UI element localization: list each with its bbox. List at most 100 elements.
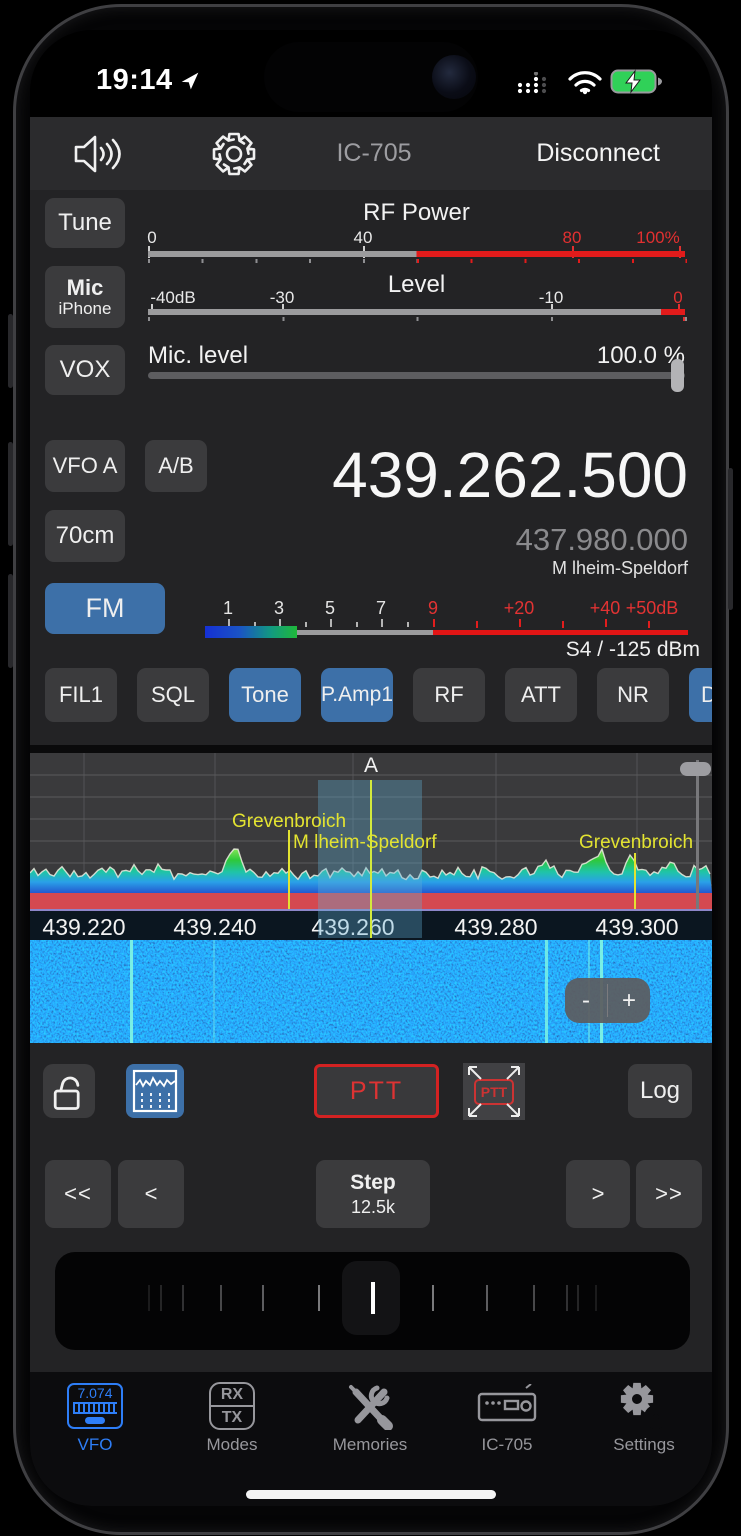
disconnect-button[interactable]: Disconnect (536, 139, 660, 167)
step-label: Step (350, 1170, 396, 1194)
station-label: Grevenbroich (578, 832, 694, 853)
unlock-icon (53, 1076, 80, 1110)
status-time: 19:14 (96, 64, 200, 97)
ptt-mini-label: PTT (473, 1078, 515, 1105)
toggle-sql[interactable]: SQL (137, 668, 209, 722)
modes-tab-icon: RX TX (209, 1382, 255, 1430)
dial-tick (486, 1285, 488, 1311)
dial-tick (318, 1285, 320, 1311)
tab-memories[interactable]: Memories (310, 1380, 430, 1455)
mic-source-sublabel: iPhone (58, 298, 112, 318)
vfo-a-marker: A (363, 754, 378, 777)
dial-tick (148, 1285, 150, 1311)
volume-down-button (8, 574, 13, 668)
dial-center-tick (371, 1282, 375, 1314)
station-label: M lheim-Speldorf (293, 832, 437, 853)
toggle-tone[interactable]: Tone (229, 668, 301, 722)
settings-gear-icon[interactable] (208, 128, 260, 180)
band-button[interactable]: 70cm (45, 510, 125, 562)
tools-icon (349, 1385, 393, 1430)
ptt-popout-button[interactable]: PTT (463, 1063, 525, 1120)
s-meter-reading: S4 / -125 dBm (565, 638, 700, 661)
mic-source-label: Mic (66, 274, 104, 300)
station-name: M lheim-Speldorf (551, 558, 688, 578)
dial-tick (160, 1285, 162, 1311)
spectrum-waterfall-icon (132, 1069, 178, 1113)
mic-source-button[interactable]: Mic iPhone (45, 266, 125, 328)
toggle-fil1[interactable]: FIL1 (45, 668, 117, 722)
step-size-button[interactable]: Step 12.5k (316, 1160, 430, 1228)
dial-tick (262, 1285, 264, 1311)
step-down-button[interactable]: < (118, 1160, 184, 1228)
dial-tick (432, 1285, 434, 1311)
tab-modes[interactable]: RX TX Modes (172, 1380, 292, 1455)
station-marker-line (288, 830, 290, 909)
sub-frequency: 437.980.000 (515, 522, 688, 557)
ref-level-track (696, 760, 699, 909)
tab-settings[interactable]: Settings (584, 1380, 704, 1455)
dial-tick (182, 1285, 184, 1311)
zoom-out-button[interactable]: - (582, 986, 590, 1014)
step-fast-down-button[interactable]: << (45, 1160, 111, 1228)
radio-icon (477, 1384, 537, 1422)
mic-level-slider-track[interactable] (148, 372, 685, 379)
speaker-icon[interactable] (72, 132, 128, 176)
tune-button[interactable]: Tune (45, 198, 125, 248)
vfo-ab-swap-button[interactable]: A/B (145, 440, 207, 492)
ref-level-handle[interactable] (680, 762, 711, 776)
tuning-cursor (370, 780, 372, 938)
page-title: IC-705 (336, 139, 412, 167)
tab-bar: 7.074 VFO RX TX Modes Memo (30, 1372, 712, 1506)
step-fast-up-button[interactable]: >> (636, 1160, 702, 1228)
gears-icon (620, 1382, 668, 1429)
mic-level-value: 100.0 % (596, 342, 685, 369)
action-button (8, 314, 13, 388)
dial-tick (595, 1285, 597, 1311)
mic-level-label: Mic. level (148, 342, 249, 369)
app-header: IC-705 Disconnect (30, 117, 712, 190)
dial-tick (577, 1285, 579, 1311)
level-title: Level (387, 271, 446, 298)
toggle-nr[interactable]: NR (597, 668, 669, 722)
dial-tick (566, 1285, 568, 1311)
waterfall-zoom-group: - + (565, 978, 650, 1023)
dial-tick (533, 1285, 535, 1311)
mic-level-slider-thumb[interactable] (671, 359, 684, 392)
panel-divider (30, 745, 712, 753)
mode-button[interactable]: FM (45, 583, 165, 634)
station-label: Grevenbroich (231, 811, 347, 832)
volume-up-button (8, 442, 13, 546)
location-arrow-icon (181, 72, 199, 89)
dial-tick (220, 1285, 222, 1311)
ptt-button[interactable]: PTT (314, 1064, 439, 1118)
toggle-d[interactable]: D (689, 668, 712, 722)
expand-arrows-icon (468, 1066, 520, 1117)
main-frequency[interactable]: 439.262.500 (332, 439, 688, 511)
lock-button[interactable] (43, 1064, 95, 1118)
scope-mode-button[interactable] (126, 1064, 184, 1118)
battery-charging-icon (610, 69, 662, 94)
rf-power-title: RF Power (363, 199, 470, 226)
toggle-pamp1[interactable]: P.Amp1 (321, 668, 393, 722)
tuning-dial[interactable] (55, 1252, 690, 1350)
vox-button[interactable]: VOX (45, 345, 125, 395)
app-screen: 19:14 IC-705 Disconnect Tune (30, 30, 712, 1506)
cellular-signal-icon (517, 72, 547, 94)
vfo-a-button[interactable]: VFO A (45, 440, 125, 492)
power-button (728, 468, 733, 610)
zoom-in-button[interactable]: + (621, 986, 636, 1014)
toggle-rf[interactable]: RF (413, 668, 485, 722)
log-button[interactable]: Log (628, 1064, 692, 1118)
step-up-button[interactable]: > (566, 1160, 630, 1228)
vfo-tab-icon: 7.074 (67, 1383, 123, 1429)
tab-ic705[interactable]: IC-705 (447, 1380, 567, 1455)
tab-vfo[interactable]: 7.074 VFO (35, 1380, 155, 1455)
station-marker-line (634, 853, 636, 909)
dynamic-island (264, 42, 478, 112)
wifi-icon (568, 71, 602, 95)
home-indicator[interactable] (246, 1490, 496, 1499)
front-camera (432, 55, 476, 99)
toggle-att[interactable]: ATT (505, 668, 577, 722)
step-value: 12.5k (350, 1196, 396, 1217)
